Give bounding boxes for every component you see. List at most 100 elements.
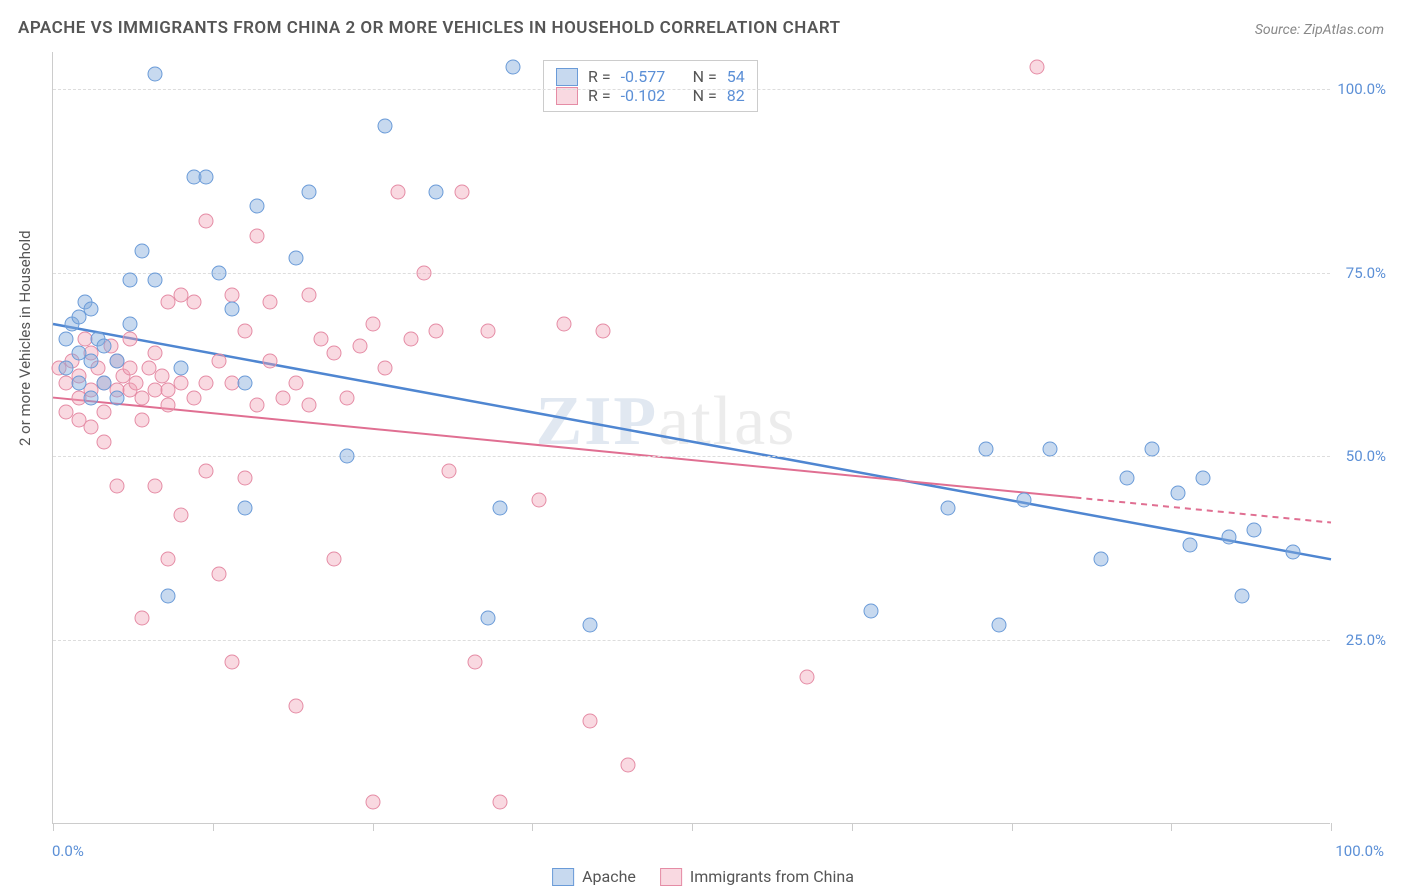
data-point: [1196, 471, 1211, 486]
grid-line: [53, 273, 1330, 274]
data-point: [991, 618, 1006, 633]
data-point: [237, 375, 252, 390]
n-label: N =: [693, 67, 717, 86]
legend-label: Apache: [582, 867, 636, 886]
data-point: [212, 353, 227, 368]
data-point: [237, 500, 252, 515]
grid-line: [53, 89, 1330, 90]
data-point: [493, 500, 508, 515]
data-point: [212, 567, 227, 582]
data-point: [314, 331, 329, 346]
r-value: -0.577: [621, 67, 683, 86]
data-point: [480, 611, 495, 626]
x-tick: [53, 823, 54, 831]
data-point: [161, 397, 176, 412]
data-point: [250, 228, 265, 243]
legend-swatch: [556, 68, 578, 86]
data-point: [288, 699, 303, 714]
data-point: [1221, 530, 1236, 545]
n-value: 54: [727, 67, 745, 86]
data-point: [582, 618, 597, 633]
data-point: [365, 794, 380, 809]
data-point: [97, 375, 112, 390]
data-point: [378, 118, 393, 133]
data-point: [429, 324, 444, 339]
correlation-legend: R = -0.577N = 54R = -0.102N = 82: [543, 60, 758, 112]
data-point: [1119, 471, 1134, 486]
series-legend: Apache Immigrants from China: [552, 867, 854, 886]
data-point: [263, 353, 278, 368]
x-tick: [692, 823, 693, 831]
data-point: [429, 184, 444, 199]
data-point: [327, 346, 342, 361]
trend-line: [53, 398, 1075, 498]
y-tick-label: 100.0%: [1337, 80, 1386, 98]
data-point: [109, 353, 124, 368]
data-point: [595, 324, 610, 339]
data-point: [1170, 486, 1185, 501]
y-tick-label: 50.0%: [1346, 447, 1386, 465]
grid-line: [53, 456, 1330, 457]
trend-lines: [53, 52, 1330, 823]
legend-swatch: [552, 868, 574, 886]
x-tick: [213, 823, 214, 831]
r-label: R =: [588, 67, 611, 86]
data-point: [148, 478, 163, 493]
data-point: [109, 390, 124, 405]
data-point: [301, 184, 316, 199]
data-point: [442, 464, 457, 479]
data-point: [276, 390, 291, 405]
data-point: [480, 324, 495, 339]
data-point: [97, 434, 112, 449]
data-point: [84, 419, 99, 434]
data-point: [173, 361, 188, 376]
data-point: [391, 184, 406, 199]
legend-label: Immigrants from China: [690, 867, 854, 886]
x-max-label: 100.0%: [1335, 842, 1384, 860]
data-point: [352, 339, 367, 354]
data-point: [339, 390, 354, 405]
data-point: [940, 500, 955, 515]
data-point: [199, 464, 214, 479]
data-point: [301, 397, 316, 412]
data-point: [1093, 552, 1108, 567]
data-point: [97, 405, 112, 420]
plot-area: ZIPatlas R = -0.577N = 54R = -0.102N = 8…: [52, 52, 1330, 824]
data-point: [173, 508, 188, 523]
data-point: [1234, 589, 1249, 604]
data-point: [58, 331, 73, 346]
data-point: [135, 243, 150, 258]
data-point: [122, 361, 137, 376]
grid-line: [53, 640, 1330, 641]
data-point: [148, 346, 163, 361]
data-point: [71, 375, 86, 390]
data-point: [531, 493, 546, 508]
data-point: [154, 368, 169, 383]
chart-title: APACHE VS IMMIGRANTS FROM CHINA 2 OR MOR…: [18, 18, 841, 38]
data-point: [173, 375, 188, 390]
data-point: [84, 353, 99, 368]
y-tick-label: 25.0%: [1346, 631, 1386, 649]
data-point: [365, 317, 380, 332]
data-point: [506, 59, 521, 74]
y-tick-label: 75.0%: [1346, 264, 1386, 282]
data-point: [122, 272, 137, 287]
data-point: [224, 287, 239, 302]
data-point: [129, 375, 144, 390]
x-tick: [1012, 823, 1013, 831]
x-tick: [532, 823, 533, 831]
data-point: [582, 714, 597, 729]
data-point: [454, 184, 469, 199]
data-point: [621, 758, 636, 773]
data-point: [250, 397, 265, 412]
data-point: [135, 412, 150, 427]
data-point: [557, 317, 572, 332]
data-point: [84, 302, 99, 317]
data-point: [237, 471, 252, 486]
data-point: [161, 552, 176, 567]
data-point: [224, 302, 239, 317]
data-point: [84, 390, 99, 405]
data-point: [250, 199, 265, 214]
data-point: [378, 361, 393, 376]
data-point: [1183, 537, 1198, 552]
